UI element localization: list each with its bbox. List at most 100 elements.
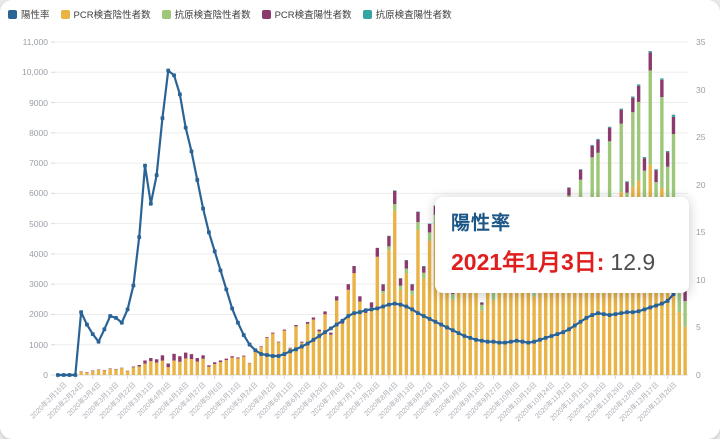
bar-pcr-positive[interactable]	[230, 356, 234, 358]
bar-pcr-positive[interactable]	[149, 358, 153, 362]
positivity-rate-marker[interactable]	[456, 331, 461, 336]
bar-pcr-negative[interactable]	[323, 314, 327, 375]
bar-pcr-negative[interactable]	[131, 367, 136, 375]
bar-pcr-positive[interactable]	[631, 97, 635, 113]
positivity-rate-marker[interactable]	[659, 301, 664, 306]
positivity-rate-marker[interactable]	[433, 319, 438, 324]
bar-pcr-negative[interactable]	[410, 294, 414, 375]
bar-pcr-negative[interactable]	[503, 289, 507, 375]
bar-pcr-negative[interactable]	[224, 360, 229, 375]
bar-antigen-negative[interactable]	[398, 285, 403, 290]
bar-pcr-negative[interactable]	[120, 368, 124, 375]
bar-pcr-positive[interactable]	[218, 360, 223, 363]
bar-antigen-positive[interactable]	[631, 96, 635, 98]
bar-pcr-negative[interactable]	[154, 362, 159, 375]
bar-pcr-negative[interactable]	[311, 319, 316, 375]
positivity-rate-marker[interactable]	[572, 323, 577, 328]
positivity-rate-marker[interactable]	[671, 292, 676, 297]
bar-pcr-negative[interactable]	[288, 348, 292, 375]
positivity-rate-marker[interactable]	[462, 334, 467, 338]
bar-pcr-negative[interactable]	[387, 250, 391, 375]
bar-antigen-negative[interactable]	[416, 222, 420, 230]
bar-pcr-negative[interactable]	[236, 358, 240, 375]
bar-pcr-positive[interactable]	[329, 332, 333, 335]
bar-pcr-negative[interactable]	[242, 356, 246, 375]
bar-antigen-positive[interactable]	[578, 169, 583, 170]
bar-pcr-negative[interactable]	[422, 278, 426, 375]
positivity-rate-marker[interactable]	[172, 73, 176, 78]
bar-pcr-negative[interactable]	[462, 289, 467, 375]
positivity-rate-marker[interactable]	[241, 333, 246, 337]
bar-pcr-negative[interactable]	[544, 281, 548, 375]
bar-antigen-positive[interactable]	[590, 144, 594, 146]
bar-pcr-positive[interactable]	[607, 127, 612, 142]
positivity-rate-marker[interactable]	[665, 298, 670, 303]
positivity-rate-marker[interactable]	[114, 316, 118, 320]
positivity-rate-marker[interactable]	[543, 335, 548, 340]
bar-antigen-negative[interactable]	[393, 204, 397, 211]
positivity-rate-marker[interactable]	[625, 310, 629, 315]
bar-pcr-negative[interactable]	[125, 371, 130, 375]
bar-pcr-negative[interactable]	[567, 222, 571, 375]
positivity-rate-marker[interactable]	[619, 311, 624, 316]
positivity-rate-marker[interactable]	[526, 340, 531, 345]
bar-pcr-positive[interactable]	[590, 145, 594, 158]
bar-antigen-positive[interactable]	[619, 108, 623, 110]
bar-pcr-negative[interactable]	[218, 362, 223, 375]
bar-pcr-positive[interactable]	[683, 290, 687, 302]
bar-pcr-negative[interactable]	[213, 363, 217, 375]
bar-pcr-negative[interactable]	[561, 280, 565, 375]
bar-antigen-negative[interactable]	[619, 123, 623, 193]
bar-pcr-positive[interactable]	[642, 158, 647, 171]
positivity-rate-marker[interactable]	[125, 307, 130, 312]
positivity-rate-marker[interactable]	[549, 334, 554, 338]
positivity-rate-marker[interactable]	[445, 325, 449, 330]
bar-pcr-negative[interactable]	[549, 225, 554, 375]
bar-pcr-positive[interactable]	[567, 187, 571, 196]
bar-pcr-negative[interactable]	[91, 370, 95, 375]
bar-pcr-positive[interactable]	[282, 329, 287, 331]
bar-pcr-negative[interactable]	[143, 363, 147, 375]
bar-pcr-positive[interactable]	[671, 116, 676, 135]
legend-item-2[interactable]: 抗原検査陰性者数	[161, 7, 251, 21]
bar-pcr-negative[interactable]	[520, 285, 525, 375]
positivity-rate-marker[interactable]	[206, 230, 211, 235]
bar-pcr-negative[interactable]	[654, 243, 658, 375]
bar-antigen-negative[interactable]	[607, 141, 612, 201]
bar-pcr-positive[interactable]	[596, 139, 600, 153]
positivity-rate-marker[interactable]	[387, 302, 391, 307]
positivity-rate-marker[interactable]	[253, 348, 258, 353]
bar-pcr-negative[interactable]	[538, 231, 542, 375]
bar-pcr-negative[interactable]	[398, 289, 403, 375]
bar-pcr-negative[interactable]	[317, 331, 321, 375]
positivity-rate-marker[interactable]	[317, 334, 322, 338]
bar-pcr-negative[interactable]	[613, 267, 618, 375]
positivity-rate-marker[interactable]	[56, 373, 60, 377]
bar-pcr-positive[interactable]	[648, 52, 652, 71]
bar-pcr-positive[interactable]	[398, 278, 403, 286]
positivity-rate-marker[interactable]	[439, 322, 444, 327]
bar-antigen-negative[interactable]	[404, 268, 409, 274]
positivity-rate-marker[interactable]	[369, 307, 374, 312]
positivity-rate-marker[interactable]	[398, 302, 403, 307]
positivity-rate-marker[interactable]	[485, 339, 490, 344]
bar-pcr-negative[interactable]	[526, 235, 530, 375]
bar-pcr-negative[interactable]	[207, 366, 211, 375]
bar-pcr-negative[interactable]	[509, 245, 513, 375]
bar-pcr-positive[interactable]	[276, 341, 281, 343]
bar-pcr-positive[interactable]	[242, 355, 246, 357]
positivity-rate-marker[interactable]	[363, 308, 368, 313]
bar-pcr-negative[interactable]	[137, 366, 141, 375]
positivity-rate-marker[interactable]	[567, 327, 571, 332]
bar-pcr-negative[interactable]	[381, 293, 385, 375]
bar-pcr-negative[interactable]	[305, 323, 310, 375]
positivity-rate-marker[interactable]	[421, 314, 426, 318]
bar-antigen-negative[interactable]	[648, 70, 652, 165]
bar-pcr-negative[interactable]	[149, 361, 153, 375]
positivity-rate-marker[interactable]	[334, 322, 339, 327]
bar-pcr-positive[interactable]	[387, 236, 391, 247]
bar-pcr-positive[interactable]	[224, 358, 229, 361]
positivity-rate-marker[interactable]	[108, 314, 113, 318]
bar-pcr-negative[interactable]	[334, 300, 339, 375]
bar-pcr-positive[interactable]	[137, 365, 141, 367]
